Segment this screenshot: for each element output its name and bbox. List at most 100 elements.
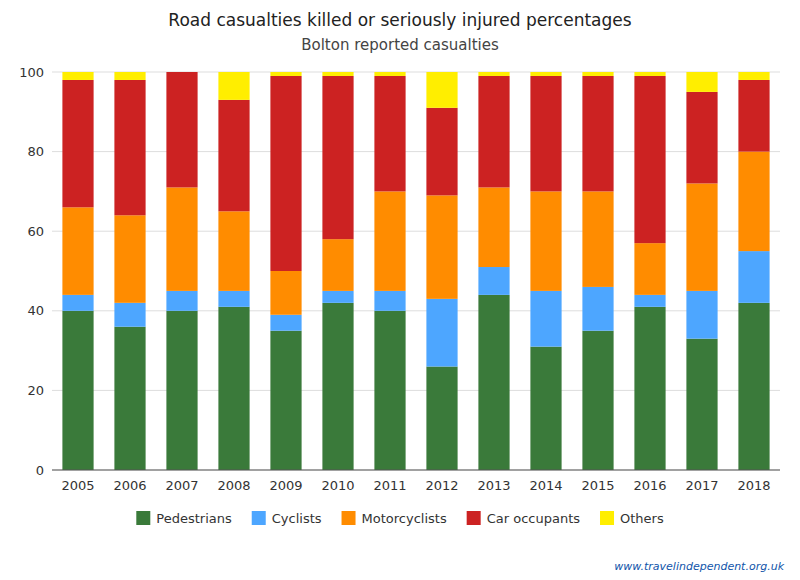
subtitle: Bolton reported casualties: [301, 36, 499, 54]
legend-swatch: [342, 511, 356, 525]
bar-segment: [426, 72, 457, 108]
bars: [62, 72, 769, 470]
bar-segment: [686, 72, 717, 92]
bar-segment: [62, 72, 93, 80]
series: [62, 295, 769, 470]
grid-line: [52, 310, 780, 311]
bar-segment: [114, 72, 145, 80]
legend: Pedestrians Cyclists Motorcyclists Car occu…: [136, 511, 664, 526]
bar-segment: [270, 76, 301, 271]
x-tick-label: 2015: [581, 478, 614, 493]
bar-segment: [322, 291, 353, 303]
series: [62, 72, 769, 108]
watermark: www.travelindependent.org.uk: [614, 560, 784, 573]
x-tick-label: 2016: [633, 478, 666, 493]
bar-segment: [62, 80, 93, 207]
bar-segment: [270, 271, 301, 315]
x-tick-label: 2006: [113, 478, 146, 493]
grid-line: [52, 470, 780, 471]
bar-segment: [426, 299, 457, 367]
x-tick-label: 2010: [321, 478, 354, 493]
bar-segment: [686, 92, 717, 184]
bar-segment: [322, 303, 353, 470]
x-axis-line: [52, 470, 780, 471]
bar-segment: [270, 72, 301, 76]
y-tick-label: 80: [27, 144, 44, 159]
bar-segment: [218, 211, 249, 291]
grid-line: [52, 231, 780, 232]
bar-segment: [426, 195, 457, 298]
bar-segment: [686, 291, 717, 339]
bar-segment: [738, 303, 769, 470]
grid-line: [52, 151, 780, 152]
bar-segment: [270, 315, 301, 331]
legend-item: Pedestrians: [136, 511, 232, 526]
bar-segment: [634, 295, 665, 307]
bar-segment: [322, 239, 353, 291]
bar-segment: [62, 295, 93, 311]
bar-segment: [478, 187, 509, 267]
y-tick-label: 20: [27, 383, 44, 398]
bar-segment: [738, 80, 769, 152]
chart: Road casualties killed or seriously inju…: [0, 0, 800, 580]
series: [62, 72, 769, 271]
bar-segment: [634, 243, 665, 295]
x-tick-label: 2005: [61, 478, 94, 493]
bar-segment: [686, 339, 717, 470]
bar-segment: [530, 191, 561, 291]
bar-segment: [114, 327, 145, 470]
legend-label: Cyclists: [272, 511, 322, 526]
bar-segment: [374, 291, 405, 311]
bar-segment: [114, 80, 145, 215]
title: Road casualties killed or seriously inju…: [168, 10, 631, 30]
y-tick-label: 40: [27, 303, 44, 318]
legend-label: Motorcyclists: [362, 511, 447, 526]
bar-segment: [582, 72, 613, 76]
bar-segment: [530, 347, 561, 470]
bar-segment: [530, 291, 561, 347]
bar-segment: [478, 72, 509, 76]
grid: [52, 72, 780, 470]
grid-line: [52, 72, 780, 73]
x-tick-label: 2009: [269, 478, 302, 493]
chart-container: Road casualties killed or seriously inju…: [0, 0, 800, 580]
bar-segment: [218, 72, 249, 100]
x-tick-label: 2017: [685, 478, 718, 493]
bar-segment: [114, 303, 145, 327]
bar-segment: [686, 183, 717, 290]
bar-segment: [218, 307, 249, 470]
bar-segment: [114, 215, 145, 303]
bar-segment: [478, 295, 509, 470]
y-tick-label: 60: [27, 224, 44, 239]
y-tick-label: 100: [19, 65, 44, 80]
bar-segment: [738, 152, 769, 252]
bar-segment: [166, 72, 197, 187]
bar-segment: [738, 72, 769, 80]
grid-line: [52, 390, 780, 391]
bar-segment: [426, 108, 457, 196]
bar-segment: [62, 311, 93, 470]
legend-label: Car occupants: [487, 511, 581, 526]
bar-segment: [218, 291, 249, 307]
bar-segment: [62, 207, 93, 295]
bar-segment: [322, 72, 353, 76]
bar-segment: [374, 72, 405, 76]
bar-segment: [478, 267, 509, 295]
legend-label: Pedestrians: [156, 511, 232, 526]
bar-segment: [530, 72, 561, 76]
legend-item: Motorcyclists: [342, 511, 447, 526]
bar-segment: [582, 76, 613, 191]
bar-segment: [582, 191, 613, 287]
legend-label: Others: [620, 511, 664, 526]
legend-item: Cyclists: [252, 511, 322, 526]
bar-segment: [582, 331, 613, 470]
bar-segment: [374, 311, 405, 470]
bar-segment: [166, 187, 197, 290]
x-tick-label: 2012: [425, 478, 458, 493]
legend-swatch: [136, 511, 150, 525]
bar-segment: [426, 367, 457, 470]
bar-segment: [634, 76, 665, 243]
bar-segment: [322, 76, 353, 239]
x-tick-label: 2008: [217, 478, 250, 493]
legend-item: Others: [600, 511, 664, 526]
